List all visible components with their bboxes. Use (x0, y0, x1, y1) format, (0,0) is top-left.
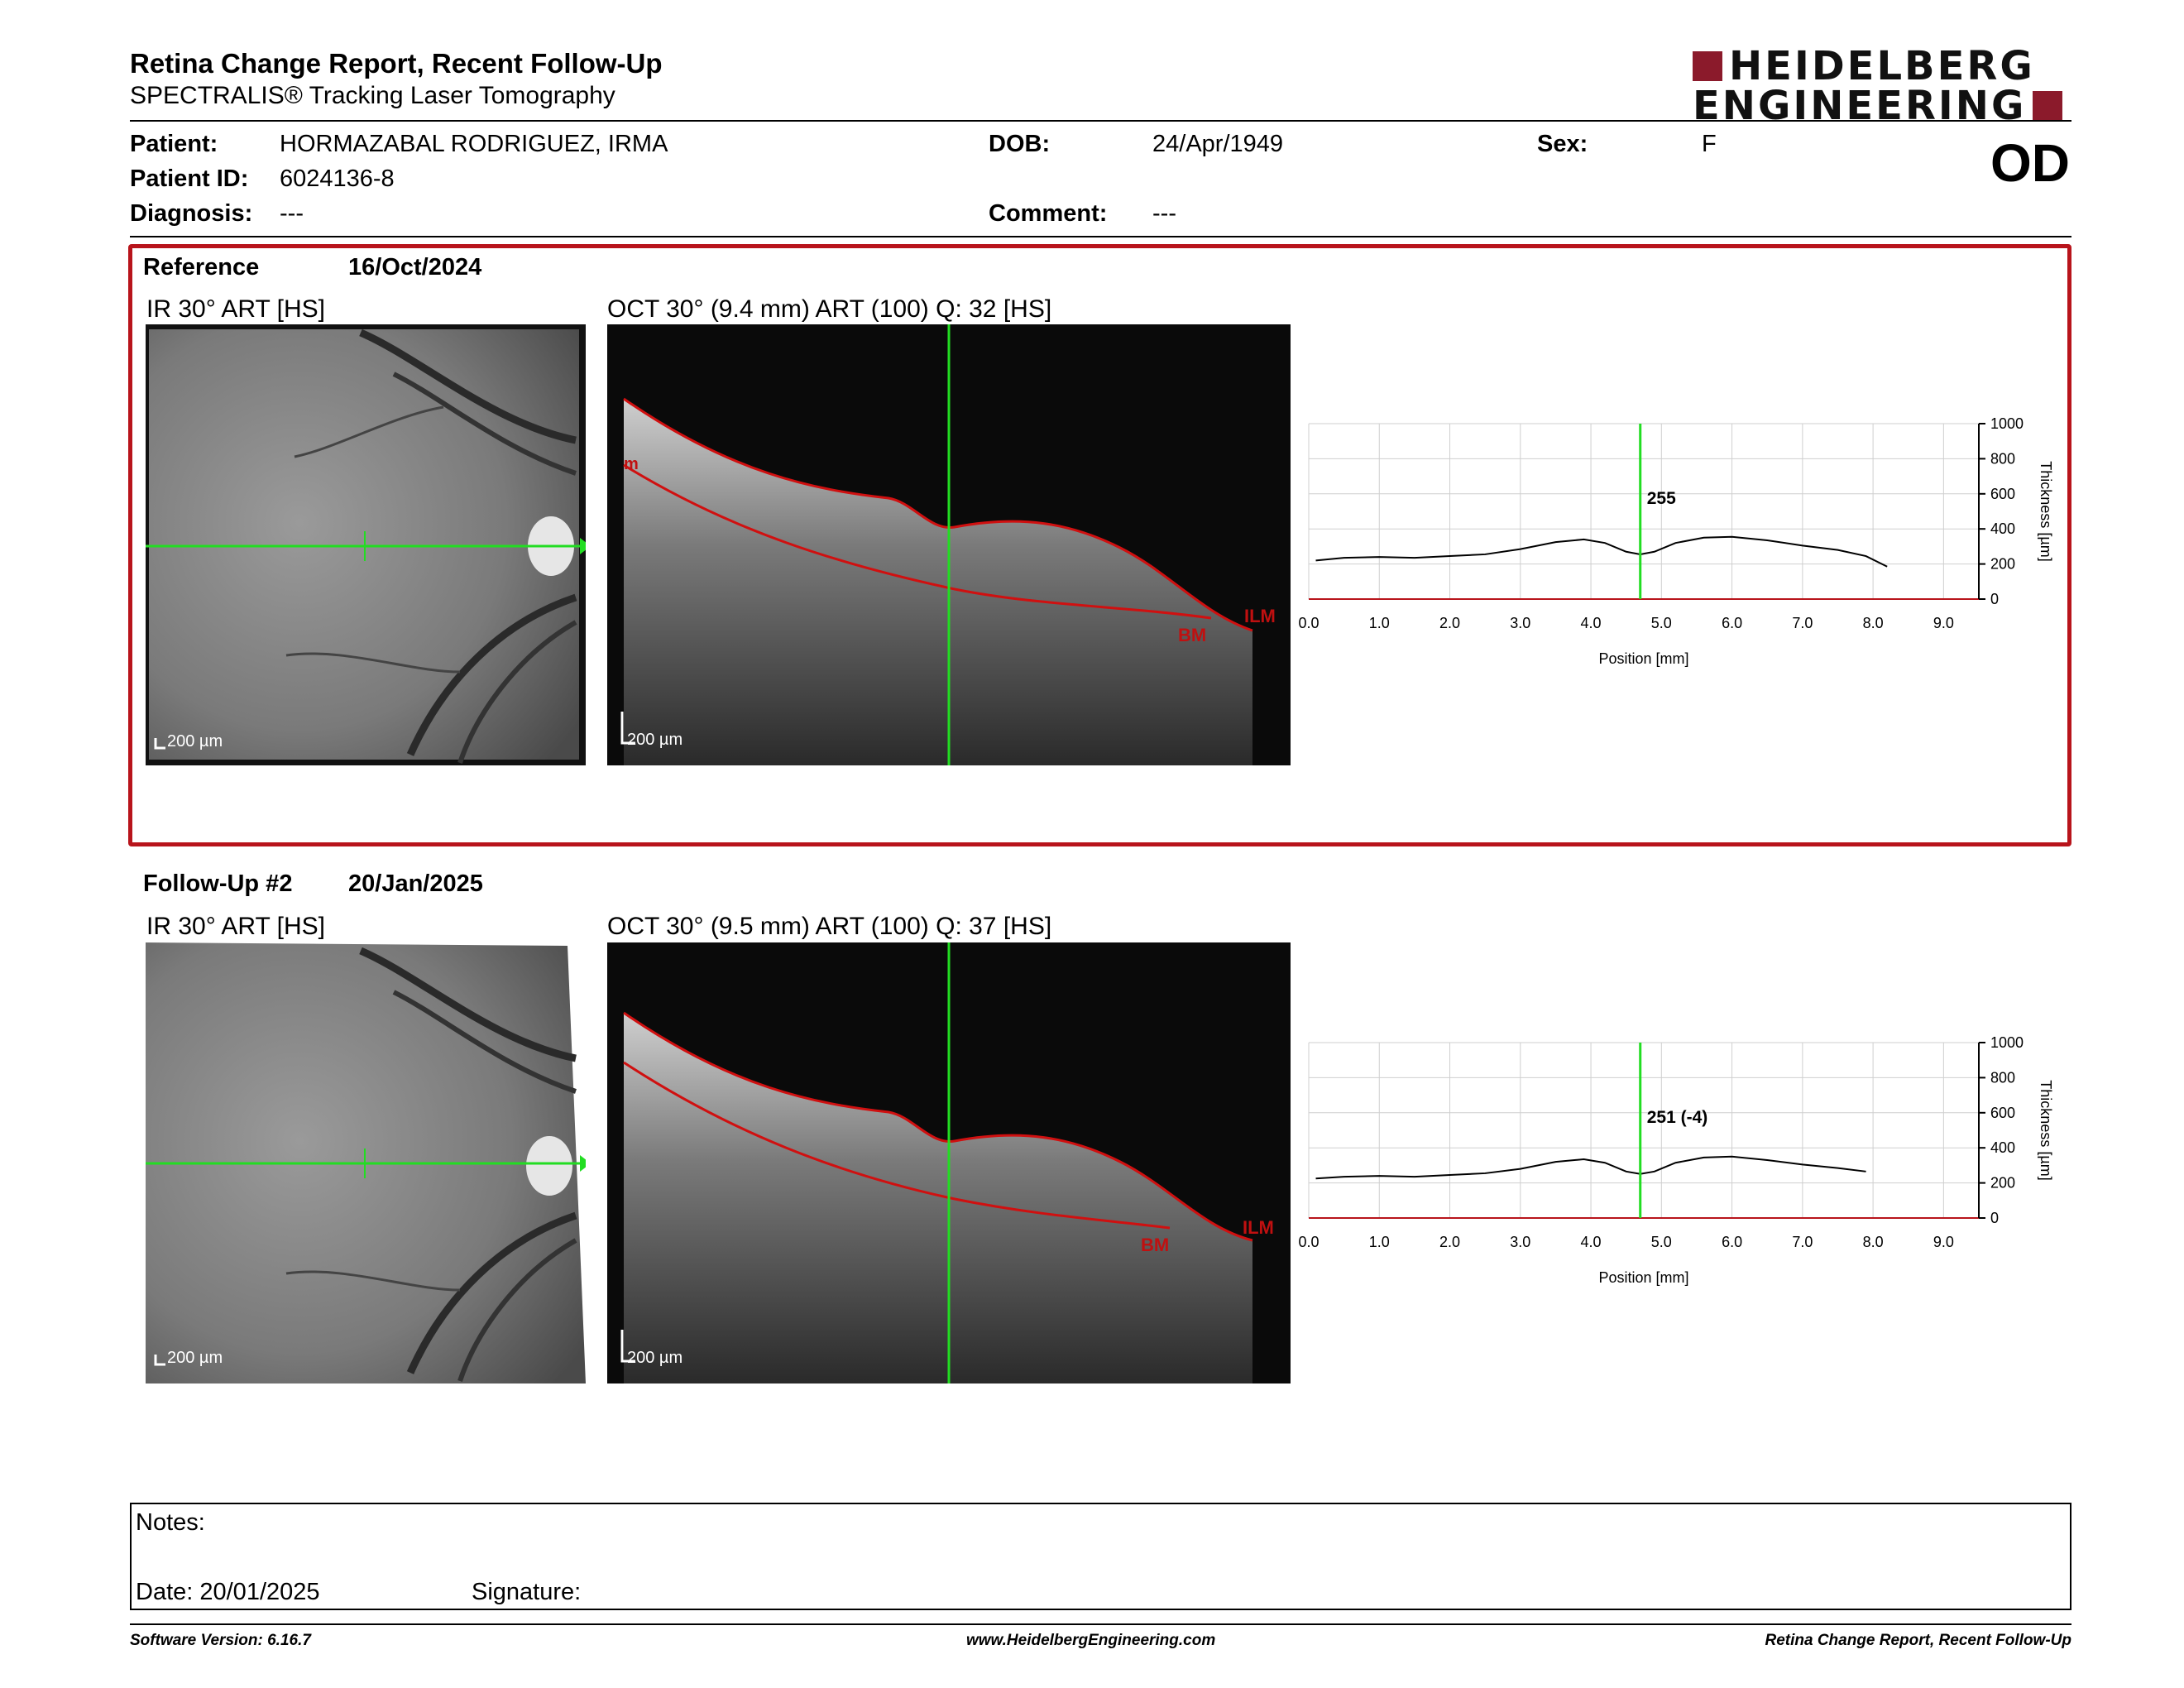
y-tick-label: 0 (1990, 1210, 1999, 1226)
reference-date: 16/Oct/2024 (348, 254, 482, 281)
reference-ir-image[interactable]: 200 µm (146, 324, 586, 765)
y-tick-label: 800 (1990, 1069, 2015, 1086)
report-title: Retina Change Report, Recent Follow-Up (130, 48, 663, 79)
logo-line-2: ENGINEERING (1693, 83, 2027, 129)
svg-text:m: m (624, 455, 639, 473)
x-tick-label: 0.0 (1298, 615, 1319, 631)
fundus-image: 200 µm (146, 328, 586, 764)
y-tick-label: 1000 (1990, 415, 2024, 432)
followup-ir-image[interactable]: 200 µm (146, 942, 586, 1383)
followup-label: Follow-Up #2 (143, 870, 293, 897)
y-tick-label: 200 (1990, 556, 2015, 573)
comment-label: Comment: (989, 200, 1108, 227)
x-tick-label: 4.0 (1581, 1234, 1602, 1250)
reference-label: Reference (143, 254, 260, 281)
heidelberg-logo: HEIDELBERG ENGINEERING (1693, 43, 2063, 129)
y-tick-label: 0 (1990, 591, 1999, 607)
patient-id: 6024136-8 (280, 165, 395, 192)
footer-website[interactable]: www.HeidelbergEngineering.com (966, 1632, 1216, 1649)
cursor-value-label: 251 (-4) (1647, 1108, 1708, 1127)
signature-label: Signature: (472, 1579, 582, 1605)
bm-label: BM (1141, 1235, 1169, 1255)
header-divider (130, 120, 2071, 122)
diagnosis-label: Diagnosis: (130, 200, 253, 227)
x-tick-label: 4.0 (1581, 615, 1602, 631)
reference-frame (128, 244, 2071, 846)
x-tick-label: 7.0 (1792, 615, 1813, 631)
reference-oct-scale: 200 µm (627, 731, 682, 749)
x-tick-label: 9.0 (1933, 615, 1954, 631)
x-tick-label: 8.0 (1863, 1234, 1884, 1250)
y-axis-label: Thickness [µm] (2038, 1080, 2054, 1180)
y-tick-label: 600 (1990, 1105, 2015, 1121)
x-tick-label: 3.0 (1510, 615, 1530, 631)
x-tick-label: 6.0 (1722, 1234, 1742, 1250)
notes-date: Date: 20/01/2025 (136, 1579, 320, 1605)
patient-divider (130, 236, 2071, 237)
followup-ir-scale: 200 µm (167, 1349, 223, 1367)
x-tick-label: 0.0 (1298, 1234, 1319, 1250)
y-tick-label: 200 (1990, 1175, 2015, 1192)
thickness-series-line (1315, 535, 1888, 568)
footer-software-version: Software Version: 6.16.7 (130, 1632, 311, 1649)
reference-thickness-chart: 0 200 400 600 800 1000 0.0 1.0 2.0 3.0 4.0 5.0 6.0 7.… (1298, 415, 2054, 667)
optic-disc (526, 1136, 572, 1196)
diagnosis-value: --- (280, 200, 304, 227)
thickness-series-line (1315, 1155, 1866, 1180)
followup-thickness-chart: 0 200 400 600 800 1000 0.0 1.0 2.0 3.0 4.0 5.0 6.0 7.… (1298, 1034, 2054, 1286)
x-tick-label: 7.0 (1792, 1234, 1813, 1250)
x-tick-label: 2.0 (1439, 615, 1460, 631)
y-tick-label: 800 (1990, 450, 2015, 467)
ilm-label: ILM (1243, 1217, 1274, 1238)
x-axis-label: Position [mm] (1598, 650, 1688, 667)
x-tick-label: 6.0 (1722, 615, 1742, 631)
y-tick-label: 1000 (1990, 1034, 2024, 1051)
x-tick-label: 1.0 (1369, 1234, 1390, 1250)
cursor-value-label: 255 (1647, 489, 1676, 508)
footer-divider (130, 1623, 2071, 1625)
x-tick-label: 3.0 (1510, 1234, 1530, 1250)
y-axis-label: Thickness [µm] (2038, 461, 2054, 561)
patient-label: Patient: (130, 131, 218, 157)
footer-report-name: Retina Change Report, Recent Follow-Up (1765, 1632, 2071, 1649)
followup-ir-title: IR 30° ART [HS] (146, 913, 325, 940)
reference-oct-image[interactable]: m BM ILM 200 µm (607, 324, 1291, 765)
followup-date: 20/Jan/2025 (348, 870, 483, 897)
y-tick-label: 600 (1990, 486, 2015, 502)
logo-block-icon (1693, 51, 1722, 81)
x-tick-label: 9.0 (1933, 1234, 1954, 1250)
oct-bscan: BM ILM 200 µm (620, 942, 1274, 1383)
x-tick-label: 5.0 (1651, 1234, 1672, 1250)
eye-indicator: OD (1990, 133, 2070, 193)
followup-oct-scale: 200 µm (627, 1349, 682, 1367)
logo-line-1: HEIDELBERG (1729, 43, 2035, 89)
y-tick-label: 400 (1990, 520, 2015, 537)
ilm-label: ILM (1244, 606, 1276, 626)
x-axis-label: Position [mm] (1598, 1269, 1688, 1286)
notes-label: Notes: (136, 1509, 205, 1536)
fundus-image: 200 µm (146, 942, 586, 1383)
x-tick-label: 8.0 (1863, 615, 1884, 631)
logo-block-icon (2033, 91, 2063, 121)
patient-id-label: Patient ID: (130, 165, 249, 192)
report-subtitle: SPECTRALIS® Tracking Laser Tomography (130, 82, 615, 109)
notes-box[interactable] (130, 1503, 2071, 1610)
reference-ir-scale: 200 µm (167, 732, 223, 750)
x-tick-label: 5.0 (1651, 615, 1672, 631)
x-tick-label: 1.0 (1369, 615, 1390, 631)
comment-value: --- (1152, 200, 1176, 227)
oct-bscan: m BM ILM 200 µm (620, 324, 1276, 765)
followup-oct-image[interactable]: BM ILM 200 µm (607, 942, 1291, 1383)
patient-name: HORMAZABAL RODRIGUEZ, IRMA (280, 131, 668, 157)
x-tick-label: 2.0 (1439, 1234, 1460, 1250)
sex-label: Sex: (1537, 131, 1588, 157)
reference-oct-title: OCT 30° (9.4 mm) ART (100) Q: 32 [HS] (607, 295, 1052, 323)
dob-value: 24/Apr/1949 (1152, 131, 1284, 157)
reference-ir-title: IR 30° ART [HS] (146, 295, 325, 323)
dob-label: DOB: (989, 131, 1051, 157)
followup-oct-title: OCT 30° (9.5 mm) ART (100) Q: 37 [HS] (607, 913, 1052, 940)
y-tick-label: 400 (1990, 1139, 2015, 1156)
bm-label: BM (1178, 625, 1206, 645)
sex-value: F (1702, 131, 1717, 157)
